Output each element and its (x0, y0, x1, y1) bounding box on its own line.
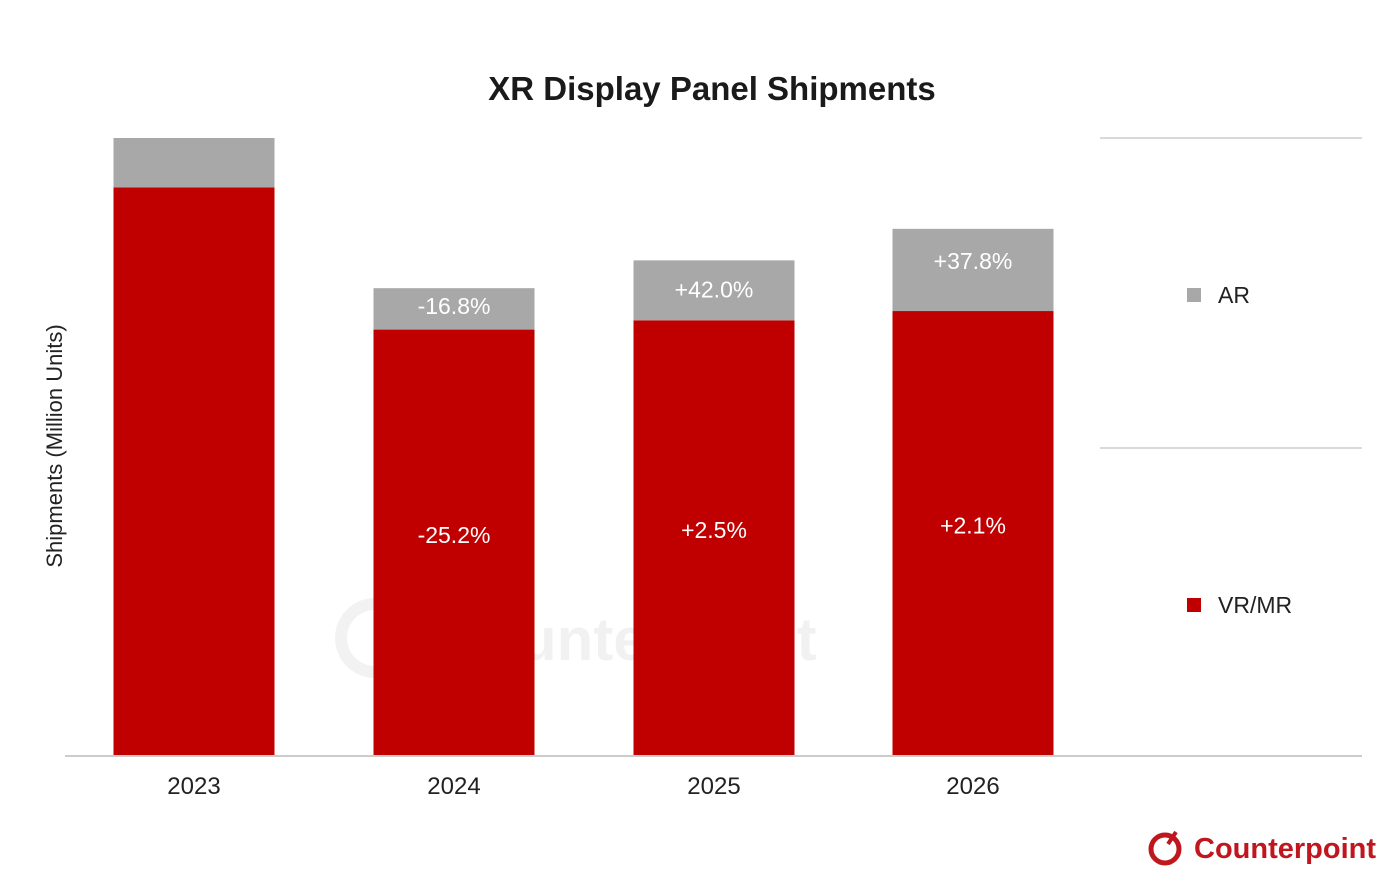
legend-label-vr-mr: VR/MR (1218, 592, 1292, 618)
legend-swatch-ar (1187, 288, 1201, 302)
data-label-vr-mr-2026: +2.1% (940, 513, 1006, 539)
counterpoint-logo-icon (1148, 832, 1182, 866)
y-axis-label: Shipments (Million Units) (42, 324, 67, 567)
bar-ar-2025 (633, 260, 795, 321)
legend-label-ar: AR (1218, 282, 1250, 308)
x-axis-ticks: 2023 2024 2025 2026 (167, 773, 999, 800)
chart-title: XR Display Panel Shipments (488, 70, 935, 107)
data-label-ar-2025: +42.0% (675, 277, 754, 303)
x-tick-label-2023: 2023 (167, 773, 220, 800)
x-tick-label-2026: 2026 (946, 773, 999, 800)
counterpoint-logo-text: Counterpoint (1194, 833, 1376, 865)
x-tick-label-2025: 2025 (687, 773, 740, 800)
bar-vr-mr-2024 (373, 329, 535, 756)
x-tick-label-2024: 2024 (427, 773, 480, 800)
data-label-ar-2024: -16.8% (418, 293, 491, 319)
data-label-vr-mr-2024: -25.2% (418, 522, 491, 548)
bar-ar-2024 (373, 288, 535, 330)
data-label-ar-2026: +37.8% (934, 248, 1013, 274)
bar-ar-2026 (892, 228, 1054, 312)
logo-icon-tick (1166, 830, 1178, 846)
bar-vr-mr-2026 (892, 311, 1054, 756)
bar-ar-2023 (113, 138, 275, 188)
legend: AR VR/MR (1187, 282, 1292, 618)
bar-vr-mr-2025 (633, 320, 795, 756)
bars-group: -25.2% -16.8% +2.5% +42.0% +2.1% +37.8% (113, 138, 1054, 756)
legend-swatch-vr-mr (1187, 598, 1201, 612)
data-label-vr-mr-2025: +2.5% (681, 517, 747, 543)
bar-vr-mr-2023 (113, 187, 275, 756)
counterpoint-logo: Counterpoint (1148, 830, 1376, 866)
